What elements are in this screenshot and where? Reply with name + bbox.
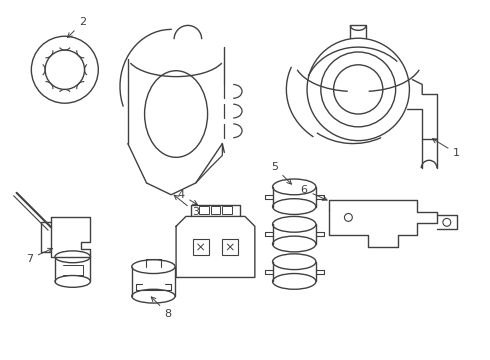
Text: 1: 1 xyxy=(432,139,460,158)
Bar xyxy=(193,239,209,255)
Text: 2: 2 xyxy=(68,18,86,37)
Text: 6: 6 xyxy=(300,185,327,200)
Bar xyxy=(222,239,238,255)
Bar xyxy=(199,206,209,215)
Text: 8: 8 xyxy=(151,297,172,319)
Text: 7: 7 xyxy=(26,248,52,264)
Text: 3: 3 xyxy=(174,195,199,217)
Text: 5: 5 xyxy=(271,162,292,184)
Bar xyxy=(222,206,232,215)
Bar xyxy=(211,206,220,215)
Text: 4: 4 xyxy=(177,190,197,204)
